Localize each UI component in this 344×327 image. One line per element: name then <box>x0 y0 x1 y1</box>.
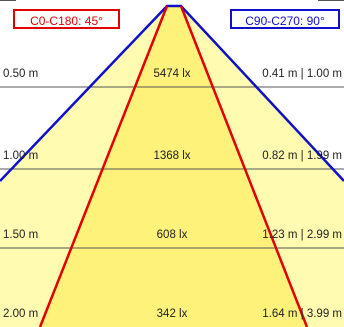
beam-diameter-label: 1.23 m | 2.99 m <box>262 229 342 241</box>
distance-label: 2.00 m <box>3 308 39 320</box>
distance-label: 1.00 m <box>3 150 39 162</box>
illuminance-label: 5474 lx <box>153 68 191 80</box>
illuminance-label: 1368 lx <box>153 150 191 162</box>
legend-c90-c270: C90-C270: 90° <box>230 9 340 29</box>
illuminance-label: 608 lx <box>156 229 188 241</box>
illuminance-label: 342 lx <box>156 308 188 320</box>
c0-c180-cone-fill <box>40 6 307 327</box>
legend-c0-c180: C0-C180: 45° <box>13 9 120 29</box>
c90-c270-cone-outline <box>0 4 344 182</box>
beam-diameter-label: 0.41 m | 1.00 m <box>262 68 342 80</box>
distance-label: 1.50 m <box>3 229 39 241</box>
beam-diameter-label: 1.64 m | 3.99 m <box>262 308 342 320</box>
distance-label: 0.50 m <box>3 68 39 80</box>
c0-c180-cone-left-edge <box>38 5 169 327</box>
c0-c180-cone-right-edge <box>179 5 309 327</box>
beam-diameter-label: 0.82 m | 1.99 m <box>262 150 342 162</box>
